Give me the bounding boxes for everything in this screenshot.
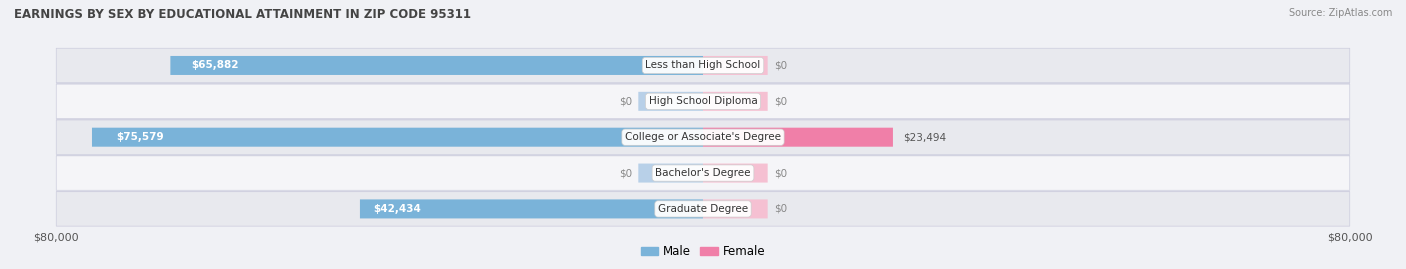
Text: Less than High School: Less than High School [645, 61, 761, 70]
Legend: Male, Female: Male, Female [636, 240, 770, 263]
Text: Graduate Degree: Graduate Degree [658, 204, 748, 214]
FancyBboxPatch shape [703, 92, 768, 111]
Text: $23,494: $23,494 [903, 132, 946, 142]
FancyBboxPatch shape [638, 164, 703, 183]
Text: $65,882: $65,882 [191, 61, 239, 70]
FancyBboxPatch shape [56, 48, 1350, 83]
Text: Source: ZipAtlas.com: Source: ZipAtlas.com [1288, 8, 1392, 18]
FancyBboxPatch shape [56, 120, 1350, 154]
FancyBboxPatch shape [638, 92, 703, 111]
FancyBboxPatch shape [56, 84, 1350, 119]
FancyBboxPatch shape [56, 156, 1350, 190]
FancyBboxPatch shape [360, 199, 703, 218]
FancyBboxPatch shape [91, 128, 703, 147]
Text: EARNINGS BY SEX BY EDUCATIONAL ATTAINMENT IN ZIP CODE 95311: EARNINGS BY SEX BY EDUCATIONAL ATTAINMEN… [14, 8, 471, 21]
Text: $0: $0 [775, 204, 787, 214]
FancyBboxPatch shape [703, 56, 768, 75]
Text: $0: $0 [775, 61, 787, 70]
FancyBboxPatch shape [703, 164, 768, 183]
Text: $0: $0 [619, 96, 631, 106]
Text: High School Diploma: High School Diploma [648, 96, 758, 106]
FancyBboxPatch shape [56, 192, 1350, 226]
FancyBboxPatch shape [170, 56, 703, 75]
Text: College or Associate's Degree: College or Associate's Degree [626, 132, 780, 142]
FancyBboxPatch shape [703, 128, 893, 147]
Text: Bachelor's Degree: Bachelor's Degree [655, 168, 751, 178]
Text: $0: $0 [775, 96, 787, 106]
Text: $42,434: $42,434 [374, 204, 422, 214]
FancyBboxPatch shape [703, 199, 768, 218]
Text: $0: $0 [619, 168, 631, 178]
Text: $0: $0 [775, 168, 787, 178]
Text: $75,579: $75,579 [117, 132, 165, 142]
